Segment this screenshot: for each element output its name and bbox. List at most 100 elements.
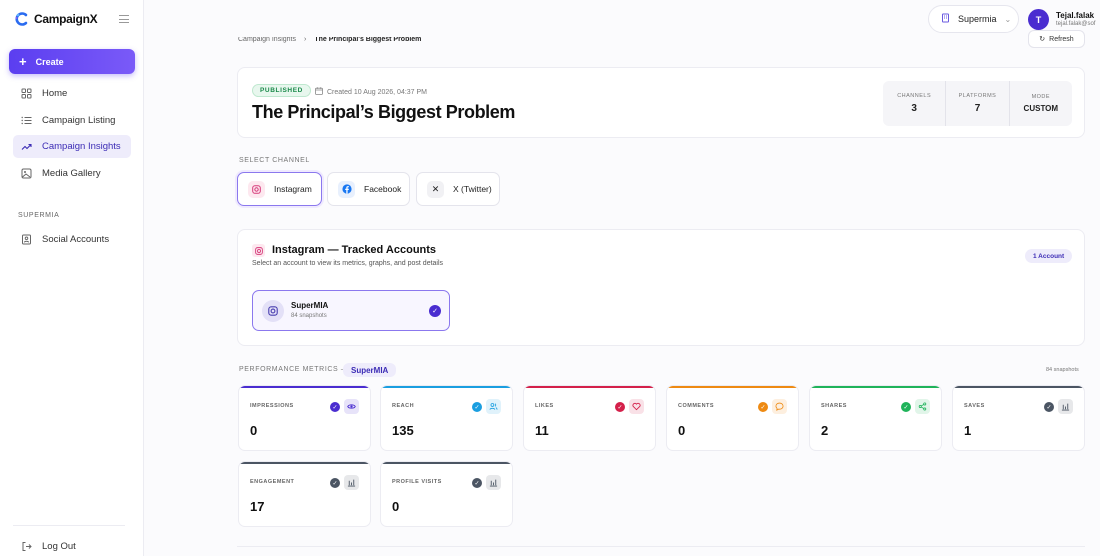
breadcrumb-separator: › bbox=[303, 36, 307, 43]
sidebar-item-media-gallery[interactable]: Media Gallery bbox=[13, 162, 131, 185]
check-icon: ✓ bbox=[615, 402, 625, 412]
channel-x[interactable]: ✕ X (Twitter) bbox=[416, 172, 500, 206]
check-icon: ✓ bbox=[472, 478, 482, 488]
metric-card-comments[interactable]: COMMENTS 0 ✓ bbox=[666, 385, 799, 451]
bar-chart-icon bbox=[486, 475, 501, 490]
tracked-title: Instagram — Tracked Accounts bbox=[272, 244, 437, 256]
brand-logo[interactable]: CampaignX bbox=[14, 12, 98, 26]
menu-toggle-icon[interactable] bbox=[119, 15, 129, 23]
stat-value: CUSTOM bbox=[1023, 104, 1059, 113]
metric-value: 0 bbox=[392, 499, 400, 514]
check-icon: ✓ bbox=[1044, 402, 1054, 412]
sidebar-item-campaign-insights[interactable]: Campaign Insights bbox=[13, 135, 131, 158]
check-icon: ✓ bbox=[901, 402, 911, 412]
tracked-subtitle: Select an account to view its metrics, g… bbox=[252, 260, 444, 267]
stat-value: 3 bbox=[911, 103, 917, 114]
metric-accent-bar bbox=[524, 386, 655, 388]
metric-value: 17 bbox=[250, 499, 265, 514]
metric-card-saves[interactable]: SAVES 1 ✓ bbox=[952, 385, 1085, 451]
metric-accent-bar bbox=[381, 386, 512, 388]
sidebar-item-label: Home bbox=[42, 88, 68, 99]
refresh-icon: ↻ bbox=[1039, 36, 1046, 43]
select-channel-label: SELECT CHANNEL bbox=[239, 157, 310, 164]
sidebar-item-home[interactable]: Home bbox=[13, 82, 131, 105]
sidebar-section-title: SUPERMIA bbox=[18, 212, 60, 219]
channel-label: Instagram bbox=[274, 184, 312, 194]
workspace-selector[interactable]: Supermia ⌄ bbox=[928, 5, 1019, 33]
metric-card-impressions[interactable]: IMPRESSIONS 0 ✓ bbox=[238, 385, 371, 451]
account-count-badge: 1 Account bbox=[1025, 249, 1073, 263]
logo-icon bbox=[14, 12, 32, 26]
avatar[interactable]: T bbox=[1028, 9, 1049, 30]
stat-label: CHANNELS bbox=[897, 93, 932, 99]
home-icon bbox=[21, 88, 32, 99]
sidebar-item-campaign-listing[interactable]: Campaign Listing bbox=[13, 109, 131, 132]
account-snapshots: 84 snapshots bbox=[291, 313, 327, 319]
account-card-supermia[interactable]: SuperMIA 84 snapshots ✓ bbox=[252, 290, 450, 331]
metric-value: 0 bbox=[250, 423, 258, 438]
metric-card-reach[interactable]: REACH 135 ✓ bbox=[380, 385, 513, 451]
metric-accent-bar bbox=[810, 386, 941, 388]
metric-accent-bar bbox=[239, 386, 370, 388]
create-label: Create bbox=[35, 56, 64, 67]
users-icon bbox=[486, 399, 501, 414]
channel-label: X (Twitter) bbox=[453, 184, 492, 194]
metric-card-likes[interactable]: LIKES 11 ✓ bbox=[523, 385, 656, 451]
metric-accent-bar bbox=[239, 462, 370, 464]
user-name: Tejal.falak bbox=[1056, 11, 1095, 20]
plus-icon: + bbox=[19, 54, 27, 69]
refresh-button[interactable]: ↻ Refresh bbox=[1028, 30, 1085, 48]
sidebar-nav-secondary: Social Accounts bbox=[13, 228, 131, 255]
heart-icon bbox=[629, 399, 644, 414]
check-icon: ✓ bbox=[330, 402, 340, 412]
instagram-icon bbox=[262, 300, 284, 322]
performance-snapshots: 84 snapshots bbox=[1046, 367, 1079, 373]
x-icon: ✕ bbox=[427, 180, 444, 198]
sidebar-nav: Home Campaign Listing Campaign Insights … bbox=[13, 82, 131, 188]
metric-card-profile-visits[interactable]: PROFILE VISITS 0 ✓ bbox=[380, 461, 513, 527]
sidebar-divider bbox=[13, 525, 125, 526]
stat-channels: CHANNELS 3 bbox=[883, 81, 945, 126]
user-email: tejal.falak@sof bbox=[1056, 21, 1096, 27]
stat-value: 7 bbox=[974, 103, 981, 114]
breadcrumb: Campaign Insights › The Principal's Bigg… bbox=[238, 36, 422, 43]
create-button[interactable]: + Create bbox=[9, 49, 135, 74]
performance-account-pill: SuperMIA bbox=[343, 363, 397, 377]
status-badge: PUBLISHED bbox=[252, 84, 311, 97]
metric-label: REACH bbox=[392, 403, 415, 409]
check-icon: ✓ bbox=[758, 402, 768, 412]
created-text: Created 10 Aug 2026, 04:37 PM bbox=[327, 88, 428, 96]
check-icon: ✓ bbox=[330, 478, 340, 488]
stat-mode: MODE CUSTOM bbox=[1008, 81, 1072, 126]
stat-label: PLATFORMS bbox=[958, 93, 997, 99]
breadcrumb-current: The Principal's Biggest Problem bbox=[314, 36, 422, 43]
sidebar-item-label: Media Gallery bbox=[42, 167, 101, 179]
tracked-accounts-card: Instagram — Tracked Accounts Select an a… bbox=[237, 229, 1085, 346]
created-date: Created 10 Aug 2026, 04:37 PM bbox=[315, 87, 427, 97]
check-icon: ✓ bbox=[429, 305, 441, 317]
chevron-down-icon: ⌄ bbox=[1004, 14, 1012, 24]
logout-icon bbox=[21, 541, 32, 552]
breadcrumb-parent[interactable]: Campaign Insights bbox=[238, 36, 296, 43]
channel-facebook[interactable]: Facebook bbox=[327, 172, 410, 206]
brand-name: CampaignX bbox=[34, 12, 98, 26]
metric-accent-bar bbox=[953, 386, 1084, 388]
stat-platforms: PLATFORMS 7 bbox=[945, 81, 1008, 126]
metric-label: COMMENTS bbox=[678, 403, 715, 409]
metric-card-shares[interactable]: SHARES 2 ✓ bbox=[809, 385, 942, 451]
check-icon: ✓ bbox=[472, 402, 482, 412]
metric-value: 0 bbox=[678, 423, 686, 438]
account-name: SuperMIA bbox=[291, 301, 329, 310]
metric-value: 1 bbox=[964, 423, 972, 438]
bar-chart-icon bbox=[344, 475, 359, 490]
metric-label: PROFILE VISITS bbox=[392, 479, 442, 485]
metric-label: ENGAGEMENT bbox=[250, 479, 295, 485]
page-title: The Principal’s Biggest Problem bbox=[252, 102, 515, 122]
sidebar-item-social-accounts[interactable]: Social Accounts bbox=[13, 228, 131, 251]
logout-button[interactable]: Log Out bbox=[21, 541, 76, 552]
logout-label: Log Out bbox=[42, 541, 76, 552]
calendar-icon bbox=[315, 87, 323, 97]
metric-label: SHARES bbox=[821, 403, 847, 409]
channel-instagram[interactable]: Instagram bbox=[237, 172, 322, 206]
metric-card-engagement[interactable]: ENGAGEMENT 17 ✓ bbox=[238, 461, 371, 527]
